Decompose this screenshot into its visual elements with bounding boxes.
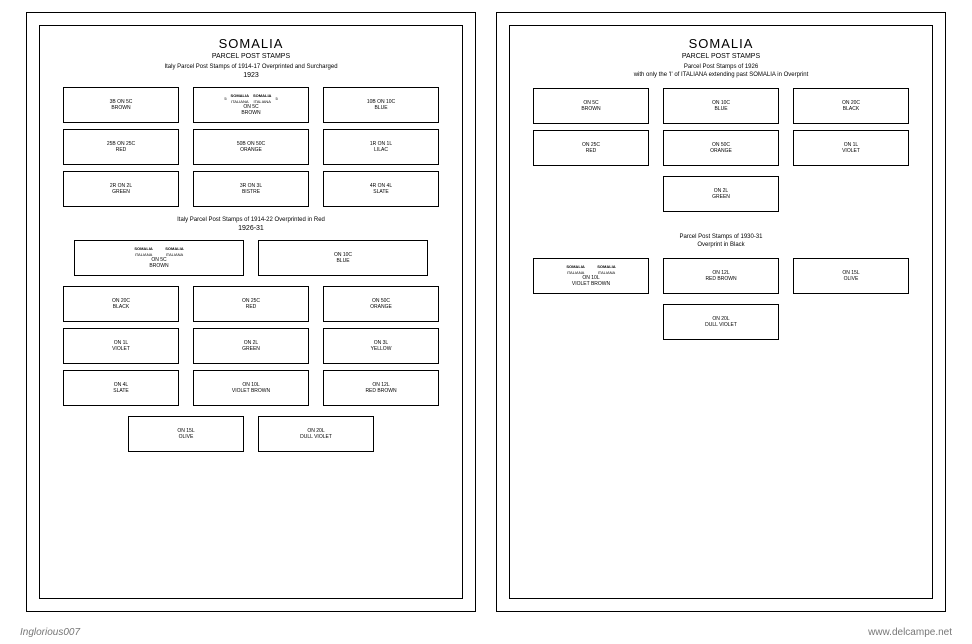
- stamp-box: ON 20LDULL VIOLET: [258, 416, 374, 452]
- stamp-box: ON 10LVIOLET BROWN: [193, 370, 309, 406]
- stamp-box: ON 25CRED: [533, 130, 649, 166]
- stamp-box: ON 20CBLACK: [793, 88, 909, 124]
- stamp-box: 3R ON 3LBISTRE: [193, 171, 309, 207]
- stamp-box: ON 25CRED: [193, 286, 309, 322]
- section2-desc: Italy Parcel Post Stamps of 1914-22 Over…: [48, 217, 454, 223]
- stamp-box: 5SOMALIAITALIANASOMALIAITALIANA5 ON 5CBR…: [193, 87, 309, 123]
- stamp-box: 25B ON 25CRED: [63, 129, 179, 165]
- right-inner-frame: SOMALIA PARCEL POST STAMPS Parcel Post S…: [509, 25, 933, 599]
- overprint-sample: SOMALIAITALIANA SOMALIAITALIANA: [134, 246, 183, 256]
- stamp-box: 50B ON 50CORANGE: [193, 129, 309, 165]
- stamp-box: ON 1LVIOLET: [63, 328, 179, 364]
- category-subtitle: PARCEL POST STAMPS: [48, 53, 454, 60]
- r-section1-grid: ON 5CBROWN ON 10CBLUE ON 20CBLACK ON 25C…: [518, 88, 924, 166]
- stamp-box: ON 12LRED BROWN: [663, 258, 779, 294]
- stamp-box: SOMALIAITALIANA SOMALIAITALIANA ON 10LVI…: [533, 258, 649, 294]
- stamp-box: ON 1LVIOLET: [793, 130, 909, 166]
- r-section2-grid: SOMALIAITALIANA SOMALIAITALIANA ON 10LVI…: [518, 258, 924, 294]
- stamp-box: 3B ON 5CBROWN: [63, 87, 179, 123]
- stamp-box: ON 10CBLUE: [258, 240, 428, 276]
- overprint-sample: SOMALIAITALIANA SOMALIAITALIANA: [566, 264, 615, 274]
- stamp-box: ON 15LOLIVE: [128, 416, 244, 452]
- country-title: SOMALIA: [48, 36, 454, 51]
- stamp-box: ON 2LGREEN: [663, 176, 779, 212]
- section2-grid: ON 20CBLACK ON 25CRED ON 50CORANGE ON 1L…: [48, 286, 454, 406]
- left-inner-frame: SOMALIA PARCEL POST STAMPS Italy Parcel …: [39, 25, 463, 599]
- stamp-box: ON 50CORANGE: [323, 286, 439, 322]
- watermark-right: www.delcampe.net: [868, 627, 952, 638]
- stamp-box: 1R ON 1LLILAC: [323, 129, 439, 165]
- stamp-box: ON 10CBLUE: [663, 88, 779, 124]
- stamp-box: ON 4LSLATE: [63, 370, 179, 406]
- section1-desc: Italy Parcel Post Stamps of 1914-17 Over…: [48, 64, 454, 70]
- r-section2-last: ON 20LDULL VIOLET: [518, 304, 924, 340]
- section2-year: 1926-31: [48, 225, 454, 232]
- section1-desc1: Parcel Post Stamps of 1926: [518, 64, 924, 70]
- right-page: SOMALIA PARCEL POST STAMPS Parcel Post S…: [496, 12, 946, 612]
- stamp-box: ON 50CORANGE: [663, 130, 779, 166]
- stamp-box: ON 3LYELLOW: [323, 328, 439, 364]
- stamp-box: 4R ON 4LSLATE: [323, 171, 439, 207]
- country-title: SOMALIA: [518, 36, 924, 51]
- section2-row3: ON 15LOLIVE ON 20LDULL VIOLET: [48, 416, 454, 452]
- section1-year: 1923: [48, 72, 454, 79]
- stamp-box: ON 20CBLACK: [63, 286, 179, 322]
- stamp-box: 10B ON 10CBLUE: [323, 87, 439, 123]
- stamp-box: ON 2LGREEN: [193, 328, 309, 364]
- section2-row1: SOMALIAITALIANA SOMALIAITALIANA ON 5CBRO…: [48, 240, 454, 276]
- section2-desc2: Overprint in Black: [518, 242, 924, 248]
- section1-grid: 3B ON 5CBROWN 5SOMALIAITALIANASOMALIAITA…: [48, 87, 454, 207]
- r-section1-last: ON 2LGREEN: [518, 176, 924, 212]
- page-spread: SOMALIA PARCEL POST STAMPS Italy Parcel …: [0, 0, 972, 624]
- stamp-box: ON 20LDULL VIOLET: [663, 304, 779, 340]
- stamp-box: SOMALIAITALIANA SOMALIAITALIANA ON 5CBRO…: [74, 240, 244, 276]
- section1-desc2: with only the 'I' of ITALIANA extending …: [518, 72, 924, 78]
- left-page: SOMALIA PARCEL POST STAMPS Italy Parcel …: [26, 12, 476, 612]
- category-subtitle: PARCEL POST STAMPS: [518, 53, 924, 60]
- watermark-left: Inglorious007: [20, 627, 80, 638]
- stamp-box: 2R ON 2LGREEN: [63, 171, 179, 207]
- stamp-box: ON 15LOLIVE: [793, 258, 909, 294]
- section2-desc1: Parcel Post Stamps of 1930-31: [518, 234, 924, 240]
- stamp-box: ON 12LRED BROWN: [323, 370, 439, 406]
- overprint-sample: 5SOMALIAITALIANASOMALIAITALIANA5: [224, 93, 277, 103]
- stamp-box: ON 5CBROWN: [533, 88, 649, 124]
